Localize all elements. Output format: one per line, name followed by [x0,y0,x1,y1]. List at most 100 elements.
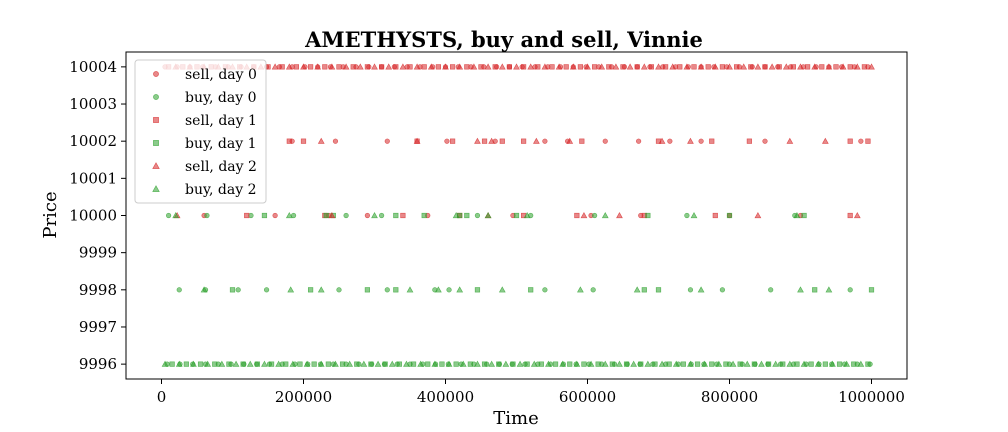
data-point [751,361,757,367]
data-point [719,287,726,293]
data-point [393,64,399,70]
data-point [478,64,484,70]
data-point [701,360,709,367]
data-point [175,360,183,367]
data-point [413,137,421,144]
data-point [378,64,385,70]
data-point [865,138,871,144]
legend-marker [152,162,160,169]
data-point [442,63,449,70]
legend-label: sell, day 1 [185,113,257,129]
data-point [640,63,648,70]
y-tick-label: 10001 [69,169,117,187]
data-point [754,212,762,219]
data-point [793,212,801,219]
data-point [811,63,819,70]
data-point [577,286,584,293]
data-point [812,287,818,293]
legend-box [134,59,267,204]
data-point [666,361,672,367]
legend-marker [152,185,160,192]
data-point [289,360,297,367]
data-point [839,63,847,70]
x-tick-label: 1000000 [838,388,905,406]
data-point [726,212,733,219]
data-point [687,137,694,144]
data-point [492,64,498,70]
data-point [697,286,705,293]
data-point [847,138,853,144]
data-point [285,212,293,219]
data-point [484,212,492,219]
data-point [641,287,647,293]
data-point [587,360,595,367]
x-tick-label: 200000 [275,388,332,406]
data-point [729,360,737,367]
data-point [762,64,768,70]
data-point [499,138,505,144]
data-point [825,63,833,70]
legend-label: buy, day 0 [185,90,257,106]
data-point [786,137,794,144]
series-2 [166,64,871,219]
data-point [200,286,208,293]
data-point [371,63,378,70]
data-point [645,212,651,219]
data-point [272,212,278,219]
data-point [467,361,473,367]
data-point [317,286,325,293]
data-point [581,361,587,367]
series-5 [161,212,865,367]
data-point [667,138,673,144]
data-point [456,63,464,70]
x-tick-label: 600000 [559,388,616,406]
data-point [307,64,314,70]
data-point [601,212,609,219]
data-point [683,63,691,70]
legend-marker [153,94,159,100]
data-point [567,361,573,367]
data-point [768,287,774,293]
data-point [858,138,864,144]
data-point [797,286,804,293]
data-point [776,64,782,70]
data-point [474,212,481,219]
data-point [506,64,513,70]
data-point [172,212,180,219]
data-point [616,360,623,367]
data-point [293,64,300,70]
data-point [328,212,336,219]
data-point [580,212,588,219]
data-point [857,360,865,367]
data-point [711,63,719,70]
data-point [484,63,492,70]
data-point [360,360,368,367]
data-point [325,361,331,367]
data-point [513,212,520,219]
data-point [388,360,396,367]
data-point [633,286,641,293]
data-point [797,63,804,70]
data-point [229,287,236,293]
data-point [439,361,445,367]
data-point [197,361,204,367]
data-point [520,64,527,70]
data-point [400,212,406,219]
data-point [446,287,452,293]
data-point [574,212,580,219]
data-point [354,361,360,367]
data-point [516,360,524,367]
data-point [552,361,559,367]
legend-marker [153,117,159,123]
data-point [620,64,626,70]
data-point [780,361,786,367]
data-point [244,212,250,219]
data-point [496,361,502,367]
data-point [410,361,417,367]
data-point [364,212,371,219]
data-point [317,360,325,367]
data-point [573,360,581,367]
data-point [723,361,729,367]
data-point [161,360,169,367]
data-point [868,287,875,293]
